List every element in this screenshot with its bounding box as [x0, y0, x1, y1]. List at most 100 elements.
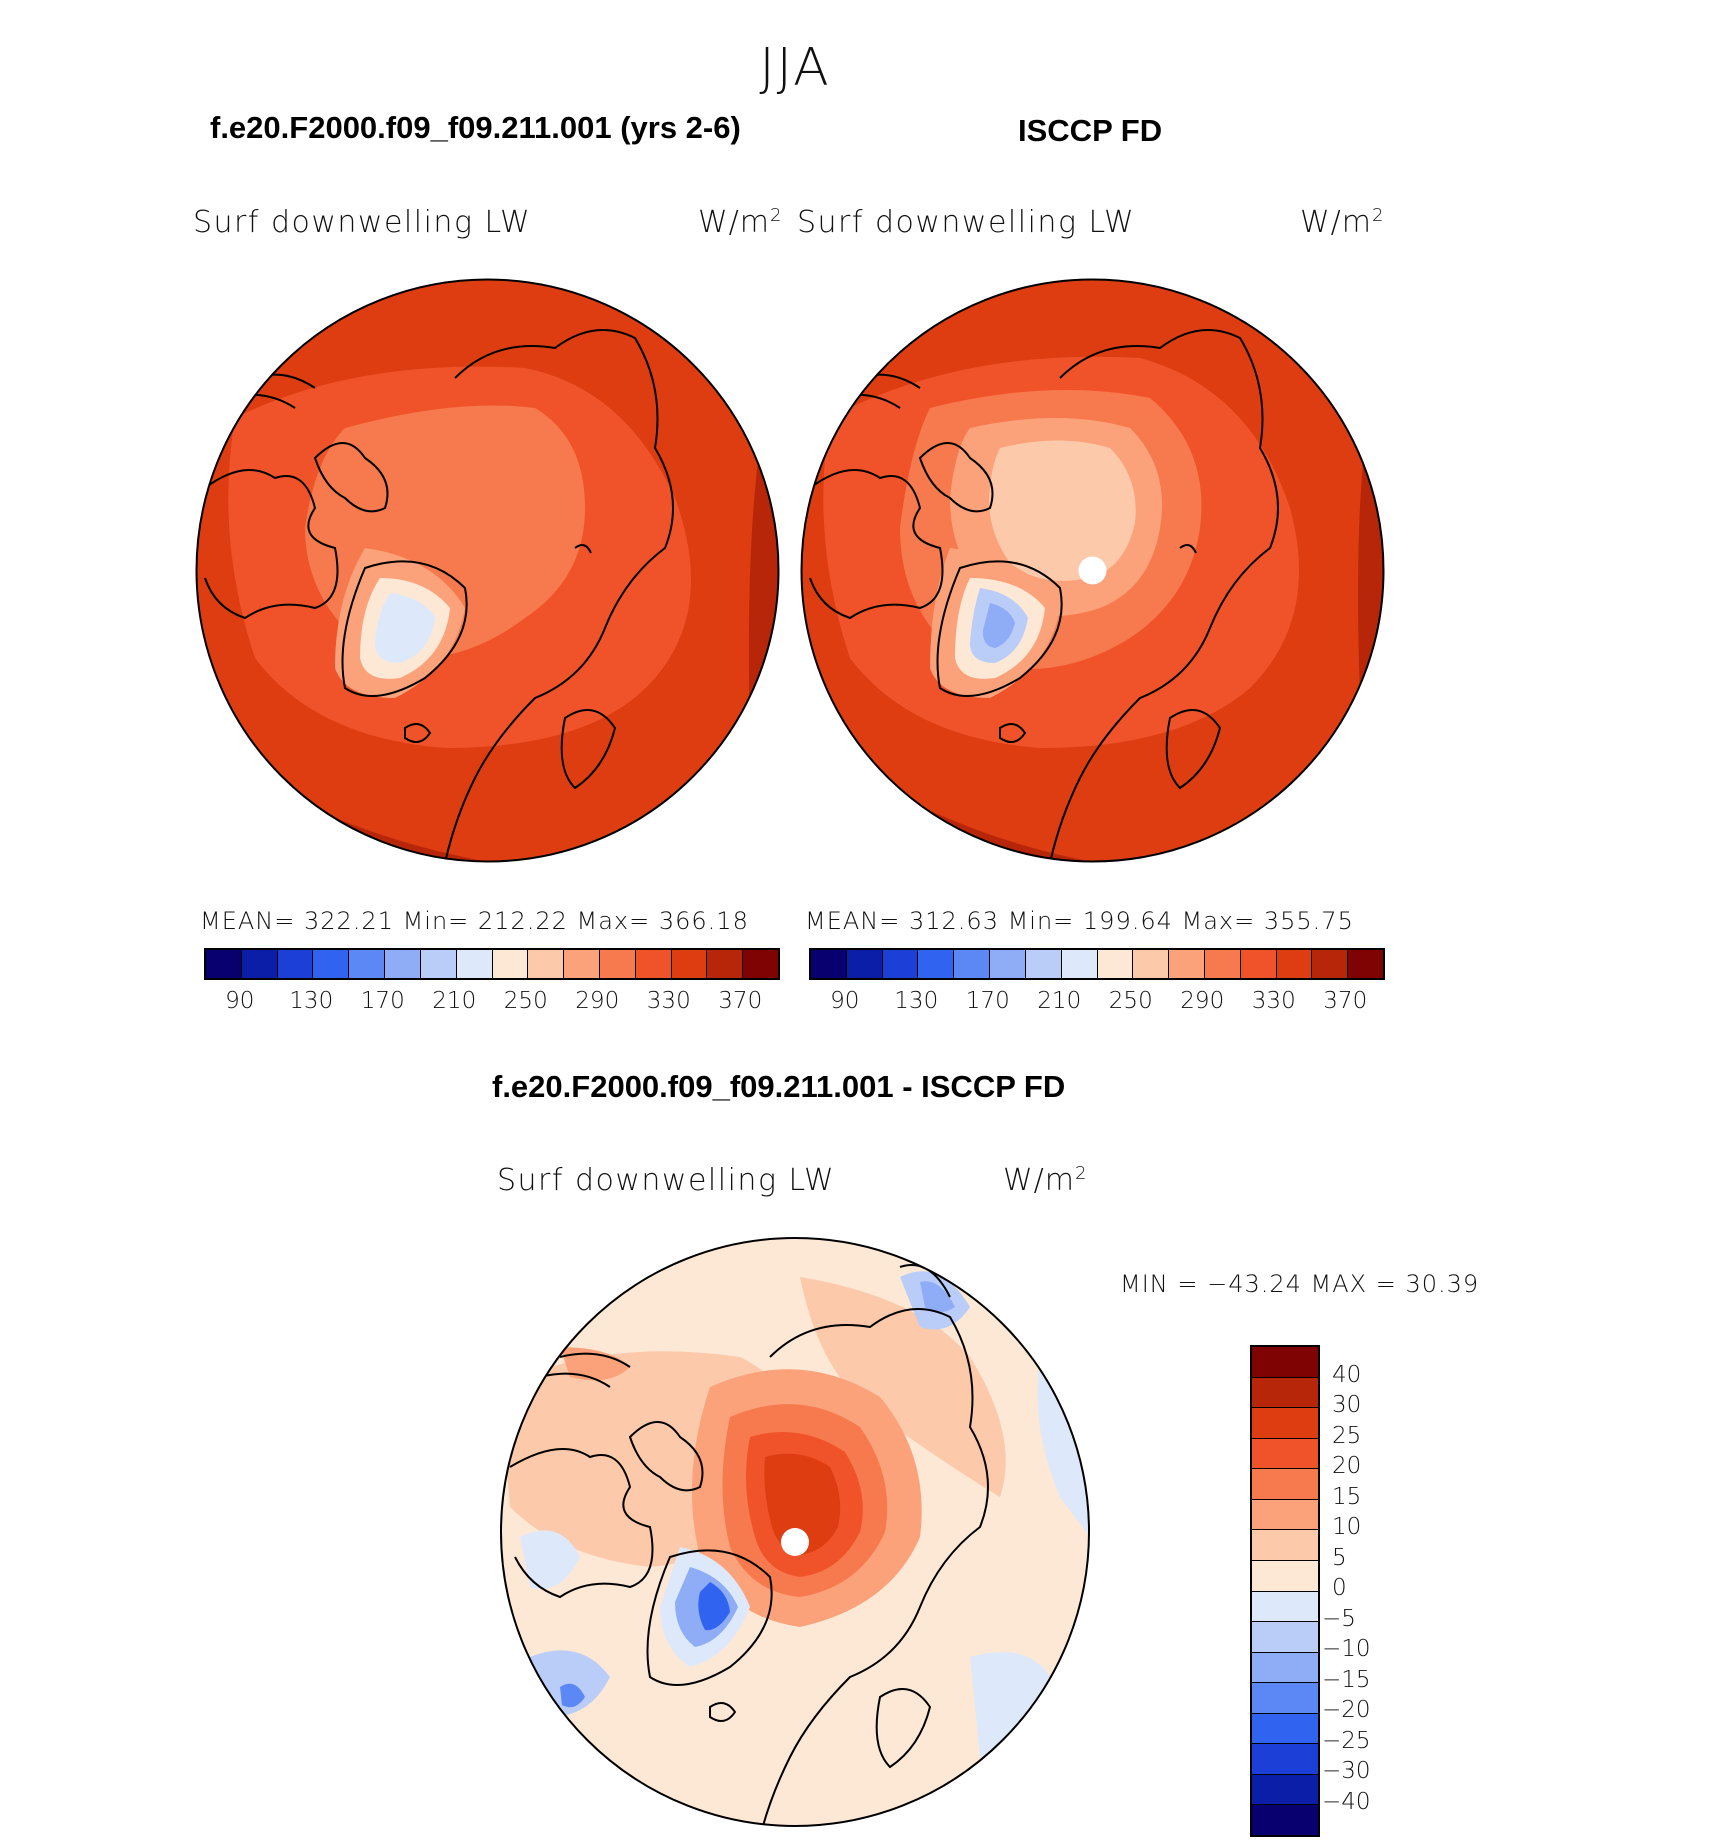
- colorbar-swatch: [743, 950, 778, 978]
- colorbar-tick-label: 130: [894, 988, 939, 1014]
- colorbar-swatch: [990, 950, 1026, 978]
- colorbar-swatch: [1025, 950, 1062, 978]
- colorbar-tick-label: 40: [1332, 1361, 1362, 1388]
- colorbar-tick-label: −20: [1322, 1697, 1371, 1723]
- model-case-title: f.e20.F2000.f09_f09.211.001 (yrs 2-6): [210, 110, 741, 145]
- colorbar-swatch: [564, 950, 600, 978]
- coastline-eurasia: [444, 329, 674, 862]
- colorbar-swatch: [1240, 950, 1277, 978]
- colorbar-tick-label: 5: [1332, 1544, 1347, 1571]
- colorbar-swatch: [1252, 1622, 1318, 1653]
- colorbar-swatch: [456, 950, 493, 978]
- colorbar-tick-label: −25: [1322, 1727, 1371, 1754]
- colorbar-tick-label: −10: [1322, 1636, 1371, 1662]
- obs-variable-label: Surf downwelling LW: [797, 205, 1136, 240]
- diff-missing-data-pole: [781, 1528, 809, 1556]
- colorbar-tick-label: 290: [1180, 988, 1225, 1014]
- diff-units-label: W/m2: [1003, 1163, 1088, 1198]
- colorbar-swatch: [954, 950, 991, 978]
- obs-stats: MEAN= 312.63 Min= 199.64 Max= 355.75: [805, 907, 1354, 935]
- colorbar-swatch: [1252, 1560, 1318, 1592]
- obs-polar-map: [800, 278, 1385, 863]
- colorbar-tick-label: 25: [1332, 1422, 1362, 1449]
- season-title: JJA: [759, 38, 831, 98]
- obs-colorbar: [809, 948, 1385, 980]
- colorbar-swatch: [846, 950, 883, 978]
- colorbar-tick-label: 0: [1332, 1575, 1347, 1601]
- colorbar-swatch: [1133, 950, 1170, 978]
- colorbar-tick-label: 10: [1332, 1514, 1362, 1540]
- model-colorbar: [204, 948, 780, 980]
- colorbar-swatch: [492, 950, 529, 978]
- colorbar-swatch: [635, 950, 672, 978]
- colorbar-swatch: [1312, 950, 1349, 978]
- colorbar-tick-label: 330: [1251, 988, 1296, 1014]
- model-units-label: W/m2: [698, 205, 783, 240]
- colorbar-swatch: [1252, 1683, 1318, 1714]
- missing-data-pole: [1078, 556, 1107, 585]
- colorbar-tick-label: 290: [575, 988, 620, 1014]
- colorbar-swatch: [1348, 950, 1383, 978]
- colorbar-tick-label: 250: [1108, 988, 1153, 1014]
- colorbar-swatch: [599, 950, 636, 978]
- coastline-greenland: [341, 560, 468, 697]
- colorbar-swatch: [1252, 1744, 1318, 1775]
- colorbar-swatch: [206, 950, 242, 978]
- colorbar-swatch: [1097, 950, 1134, 978]
- colorbar-swatch: [1204, 950, 1241, 978]
- colorbar-swatch: [1252, 1469, 1318, 1500]
- colorbar-tick-label: 90: [830, 988, 860, 1014]
- colorbar-swatch: [811, 950, 847, 978]
- colorbar-swatch: [1061, 950, 1098, 978]
- colorbar-swatch: [1169, 950, 1205, 978]
- colorbar-swatch: [1252, 1591, 1318, 1623]
- colorbar-tick-label: 15: [1332, 1483, 1362, 1510]
- colorbar-tick-label: 250: [503, 988, 548, 1014]
- colorbar-tick-label: 90: [225, 988, 255, 1014]
- colorbar-swatch: [277, 950, 314, 978]
- colorbar-tick-label: 370: [718, 988, 763, 1014]
- diff-polar-map: [500, 1237, 1090, 1827]
- colorbar-tick-label: −30: [1322, 1758, 1371, 1784]
- colorbar-tick-label: 210: [1037, 988, 1082, 1014]
- diff-minmax: MIN = −43.24 MAX = 30.39: [1120, 1270, 1480, 1298]
- colorbar-tick-label: 210: [432, 988, 477, 1014]
- diff-variable-label: Surf downwelling LW: [497, 1163, 836, 1198]
- model-variable-label: Surf downwelling LW: [193, 205, 532, 240]
- colorbar-swatch: [1252, 1377, 1318, 1409]
- colorbar-swatch: [1252, 1713, 1318, 1745]
- diff-colorbar: [1250, 1345, 1320, 1837]
- colorbar-swatch: [1252, 1805, 1318, 1835]
- colorbar-swatch: [707, 950, 744, 978]
- colorbar-swatch: [1252, 1530, 1318, 1561]
- colorbar-swatch: [918, 950, 955, 978]
- colorbar-swatch: [420, 950, 457, 978]
- colorbar-swatch: [385, 950, 421, 978]
- colorbar-swatch: [1252, 1652, 1318, 1684]
- colorbar-swatch: [1252, 1408, 1318, 1439]
- colorbar-tick-label: −15: [1322, 1666, 1371, 1693]
- colorbar-swatch: [349, 950, 386, 978]
- model-polar-map: [195, 278, 780, 863]
- colorbar-tick-label: 370: [1323, 988, 1368, 1014]
- colorbar-tick-label: 20: [1332, 1453, 1362, 1479]
- colorbar-swatch: [1276, 950, 1313, 978]
- colorbar-tick-label: 170: [965, 988, 1010, 1014]
- obs-case-title: ISCCP FD: [1018, 113, 1163, 148]
- colorbar-swatch: [1252, 1774, 1318, 1806]
- diff-title: f.e20.F2000.f09_f09.211.001 - ISCCP FD: [492, 1069, 1066, 1104]
- model-stats: MEAN= 322.21 Min= 212.22 Max= 366.18: [200, 907, 749, 935]
- colorbar-swatch: [882, 950, 919, 978]
- colorbar-tick-label: −40: [1322, 1788, 1371, 1815]
- coastline-north-america: [204, 469, 339, 620]
- colorbar-swatch: [313, 950, 350, 978]
- colorbar-swatch: [1252, 1347, 1318, 1378]
- obs-units-label: W/m2: [1300, 205, 1385, 240]
- colorbar-tick-label: −5: [1322, 1605, 1356, 1632]
- colorbar-tick-label: 130: [289, 988, 334, 1014]
- colorbar-swatch: [1252, 1499, 1318, 1531]
- colorbar-tick-label: 330: [646, 988, 691, 1014]
- colorbar-swatch: [671, 950, 708, 978]
- colorbar-tick-label: 170: [360, 988, 405, 1014]
- colorbar-swatch: [241, 950, 278, 978]
